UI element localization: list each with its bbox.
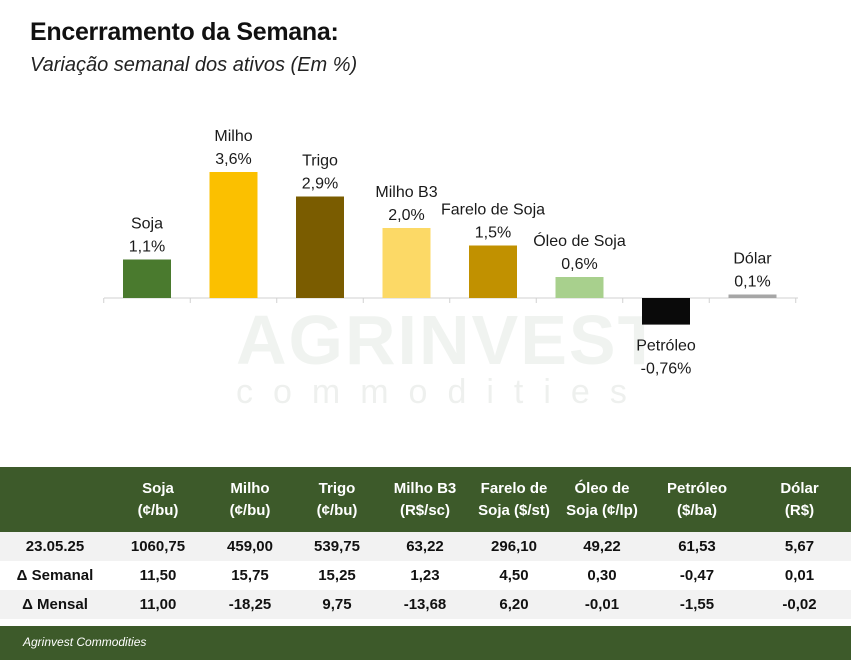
table-cell: -1,55 bbox=[679, 596, 715, 613]
table-cell: 9,75 bbox=[322, 596, 352, 613]
column-header: Farelo de Soja ($/st) bbox=[470, 467, 558, 532]
value-label: 2,9% bbox=[302, 176, 338, 193]
table-header-row: Soja (¢/bu) Milho (¢/bu) Trigo (¢/bu) Milho B3… bbox=[0, 467, 851, 532]
column-header-line1: Milho B3 bbox=[393, 479, 457, 497]
table-cell: 1060,75 bbox=[130, 538, 186, 555]
category-label: Dólar bbox=[733, 251, 772, 268]
table-cell: 15,25 bbox=[318, 567, 356, 584]
column-header-line1: Trigo bbox=[318, 479, 356, 497]
value-label: 1,1% bbox=[129, 239, 165, 256]
column-header bbox=[0, 467, 110, 532]
category-label: Milho bbox=[214, 128, 252, 145]
column-header: Milho B3 (R$/sc) bbox=[380, 467, 470, 532]
table-row: Δ Mensal 11,00 -18,25 9,75 -13,68 6,20 -0,01 -1… bbox=[0, 590, 851, 619]
column-header-line2: ($/ba) bbox=[676, 501, 717, 519]
table-cell: 4,50 bbox=[499, 567, 529, 584]
column-header-line2: (¢/bu) bbox=[137, 501, 179, 519]
bar-2 bbox=[296, 196, 344, 298]
column-header-line2: Soja ($/st) bbox=[478, 501, 550, 519]
column-header-line2: Soja (¢/lp) bbox=[566, 501, 638, 519]
column-header-line1: Óleo de bbox=[574, 479, 630, 497]
table-cell: 296,10 bbox=[491, 538, 537, 555]
category-label: Milho B3 bbox=[375, 184, 437, 201]
chart-title: Encerramento da Semana: bbox=[30, 18, 339, 46]
bar-7 bbox=[728, 294, 777, 298]
table-cell: -0,01 bbox=[584, 596, 620, 613]
value-label: 1,5% bbox=[475, 225, 511, 242]
column-header-line2: (R$/sc) bbox=[399, 501, 451, 519]
chart-subtitle: Variação semanal dos ativos (Em %) bbox=[30, 54, 358, 76]
column-header-line1: Milho bbox=[230, 479, 270, 497]
category-label: Óleo de Soja bbox=[533, 231, 626, 250]
table-row: Δ Semanal 11,50 15,75 15,25 1,23 4,50 0,30 -0,4… bbox=[0, 561, 851, 590]
footer-bar: Agrinvest Commodities bbox=[0, 626, 851, 660]
value-label: 2,0% bbox=[388, 207, 424, 224]
column-header-line1: Soja bbox=[142, 479, 174, 497]
row-label: Δ Semanal bbox=[16, 567, 94, 584]
table-cell: -18,25 bbox=[228, 596, 272, 613]
bar-1 bbox=[209, 172, 258, 298]
column-header: Trigo (¢/bu) bbox=[294, 467, 380, 532]
row-label: Δ Mensal bbox=[22, 596, 88, 613]
column-header-line1: Farelo de bbox=[480, 479, 548, 497]
column-header: Petróleo ($/ba) bbox=[646, 467, 748, 532]
category-label: Petróleo bbox=[636, 338, 696, 355]
table-cell: 0,01 bbox=[784, 567, 815, 584]
table-cell: 11,50 bbox=[139, 567, 177, 584]
bar-6 bbox=[642, 298, 690, 325]
table-cell: 0,30 bbox=[587, 567, 617, 584]
bar-3 bbox=[382, 228, 431, 298]
table-cell: 49,22 bbox=[583, 538, 621, 555]
table-cell: 63,22 bbox=[406, 538, 444, 555]
column-header-line2: (R$) bbox=[784, 501, 815, 519]
value-label: 0,1% bbox=[734, 274, 770, 291]
column-header-line1: Petróleo bbox=[666, 479, 727, 497]
category-label: Farelo de Soja bbox=[441, 202, 545, 219]
bar-4 bbox=[469, 245, 517, 298]
table-cell: -0,47 bbox=[679, 567, 715, 584]
table-cell: 6,20 bbox=[499, 596, 529, 613]
category-label: Soja bbox=[131, 216, 163, 233]
table-cell: 15,75 bbox=[231, 567, 269, 584]
row-label: 23.05.25 bbox=[25, 538, 85, 555]
table-cell: 61,53 bbox=[678, 538, 716, 555]
column-header: Milho (¢/bu) bbox=[206, 467, 294, 532]
prices-table: Soja (¢/bu) Milho (¢/bu) Trigo (¢/bu) Milho B3… bbox=[0, 467, 851, 619]
column-header-line2: (¢/bu) bbox=[316, 501, 358, 519]
table-cell: 1,23 bbox=[410, 567, 440, 584]
category-label: Trigo bbox=[302, 153, 338, 170]
table-cell: 459,00 bbox=[227, 538, 273, 555]
column-header: Óleo de Soja (¢/lp) bbox=[558, 467, 646, 532]
value-label: 3,6% bbox=[215, 151, 251, 168]
footer-source: Agrinvest Commodities bbox=[23, 635, 147, 649]
table-cell: 5,67 bbox=[784, 538, 815, 555]
value-label: 0,6% bbox=[561, 256, 597, 273]
table-cell: 539,75 bbox=[314, 538, 360, 555]
column-header: Dólar (R$) bbox=[748, 467, 851, 532]
bar-5 bbox=[555, 277, 604, 298]
value-label: -0,76% bbox=[641, 361, 692, 378]
table-cell: 11,00 bbox=[139, 596, 177, 613]
bar-0 bbox=[123, 259, 171, 298]
table-row: 23.05.25 1060,75 459,00 539,75 63,22 296,10 49… bbox=[0, 532, 851, 561]
bar-chart: Soja 1,1% Milho 3,6% Trigo 2,9% Milho B3 2,0% Fa… bbox=[103, 128, 798, 378]
table-cell: -13,68 bbox=[403, 596, 447, 613]
column-header: Soja (¢/bu) bbox=[110, 467, 206, 532]
column-header-line1: Dólar bbox=[780, 479, 819, 497]
table-body: 23.05.25 1060,75 459,00 539,75 63,22 296,10 49… bbox=[0, 532, 851, 619]
table-cell: -0,02 bbox=[782, 596, 817, 613]
column-header-line2: (¢/bu) bbox=[229, 501, 271, 519]
